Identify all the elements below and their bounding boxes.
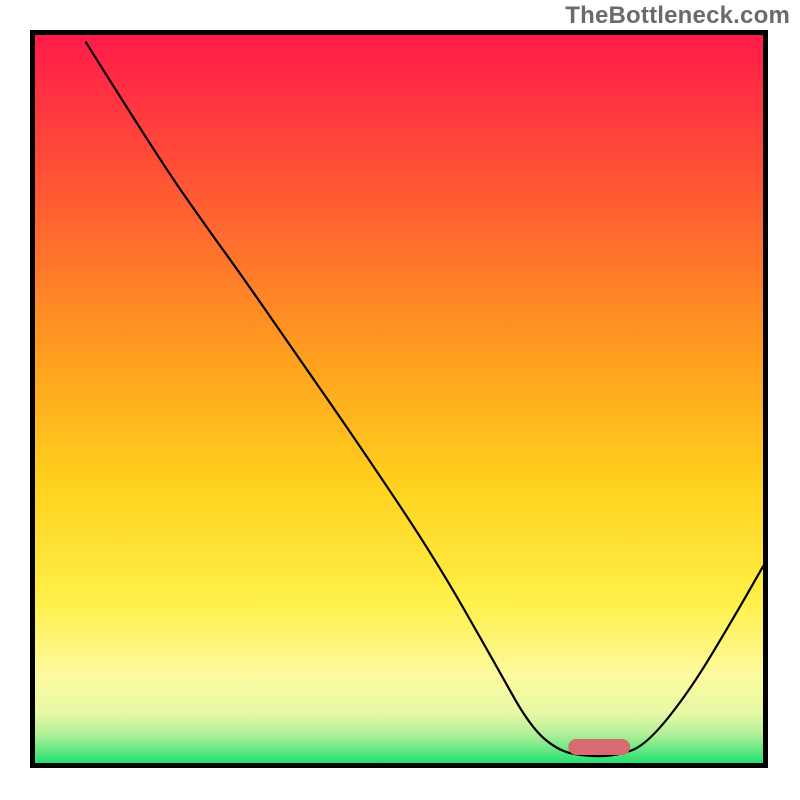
chart-frame — [30, 30, 768, 768]
watermark-text: TheBottleneck.com — [565, 2, 790, 30]
chart-container: TheBottleneck.com — [0, 0, 800, 800]
optimum-marker — [35, 35, 763, 763]
